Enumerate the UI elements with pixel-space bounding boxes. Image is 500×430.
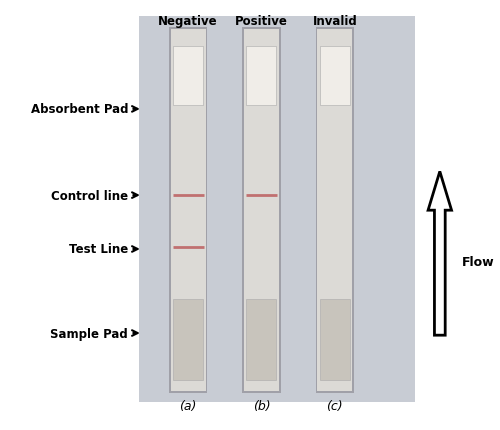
Bar	[170, 30, 205, 391]
Text: (b): (b)	[252, 399, 270, 412]
Text: Flow: Flow	[462, 256, 494, 269]
Bar	[242, 28, 281, 393]
Bar	[320, 299, 350, 381]
Text: Absorbent Pad: Absorbent Pad	[30, 103, 128, 116]
Text: Invalid: Invalid	[312, 15, 357, 28]
Bar	[169, 28, 207, 393]
Text: Negative: Negative	[158, 15, 218, 28]
Text: Positive: Positive	[235, 15, 288, 28]
Bar	[173, 47, 203, 105]
Text: Test Line: Test Line	[69, 243, 128, 256]
Bar	[246, 299, 276, 381]
Bar	[173, 299, 203, 381]
Bar	[244, 30, 279, 391]
Text: Control line: Control line	[51, 189, 128, 202]
Bar	[320, 47, 350, 105]
Text: (a): (a)	[180, 399, 197, 412]
Bar	[317, 30, 352, 391]
Text: Sample Pad: Sample Pad	[50, 327, 128, 340]
Text: (c): (c)	[326, 399, 343, 412]
Bar	[140, 17, 415, 402]
Bar	[246, 47, 276, 105]
Polygon shape	[428, 172, 452, 335]
Bar	[316, 28, 354, 393]
